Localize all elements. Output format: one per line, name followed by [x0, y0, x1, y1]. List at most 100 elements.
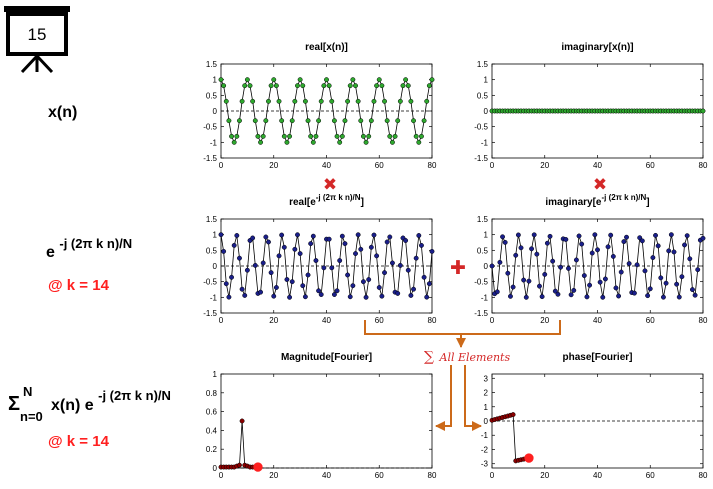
- data-point: [411, 286, 416, 292]
- data-point: [255, 133, 261, 139]
- row3-expression: x(n) e -j (2π k n)/N: [51, 388, 171, 414]
- data-point: [597, 279, 603, 285]
- chart-title-base: imaginary[e: [545, 197, 602, 208]
- data-point: [244, 77, 250, 83]
- data-point: [287, 133, 293, 139]
- data-point: [674, 281, 680, 287]
- data-point: [526, 278, 532, 284]
- data-point: [358, 118, 364, 124]
- data-point: [279, 232, 285, 238]
- data-point: [384, 118, 390, 124]
- current-k-point: [524, 453, 534, 463]
- y-tick-label: 1: [484, 231, 489, 240]
- y-tick-label: 1: [484, 76, 489, 85]
- data-point: [339, 233, 345, 239]
- chart-title-exp: -j (2π k n)/N: [316, 193, 361, 202]
- data-point: [318, 98, 324, 104]
- y-tick-label: 0: [484, 262, 489, 271]
- data-point: [550, 258, 556, 264]
- data-point: [292, 98, 298, 104]
- data-point: [231, 242, 237, 248]
- data-point: [668, 232, 674, 238]
- data-point: [360, 133, 366, 139]
- data-point: [658, 275, 664, 281]
- data-point: [424, 294, 430, 300]
- y-tick-label: -0.5: [203, 123, 217, 132]
- data-point: [239, 286, 245, 292]
- data-point: [624, 234, 629, 240]
- data-point: [547, 233, 553, 239]
- y-tick-label: -0.5: [203, 278, 217, 287]
- data-point: [258, 289, 264, 295]
- data-point: [605, 244, 611, 250]
- data-point: [252, 118, 258, 124]
- x-tick-label: 40: [593, 471, 602, 480]
- data-point: [337, 258, 343, 264]
- data-point: [494, 289, 500, 295]
- data-point: [660, 294, 666, 300]
- data-point: [239, 98, 245, 104]
- data-point: [408, 98, 414, 104]
- data-point: [573, 257, 579, 263]
- arrow-to-magnitude: [435, 365, 452, 431]
- row3-sigma: Σ: [8, 393, 20, 415]
- data-point: [226, 294, 232, 300]
- y-tick-label: 1.5: [477, 60, 489, 69]
- data-point: [289, 118, 295, 124]
- row1-label: x(n): [48, 104, 77, 121]
- data-point: [405, 267, 411, 273]
- data-point: [424, 98, 430, 104]
- data-point: [244, 267, 250, 273]
- y-tick-label: -1: [210, 138, 218, 147]
- x-tick-label: 40: [322, 316, 331, 325]
- data-point: [284, 139, 290, 145]
- data-point: [353, 251, 358, 257]
- chart-title-close: ]: [361, 197, 364, 208]
- data-point: [300, 283, 306, 289]
- y-tick-label: 1: [213, 370, 218, 379]
- slide-number: 15: [28, 25, 47, 44]
- y-tick-label: -2: [481, 445, 489, 454]
- data-point: [416, 233, 422, 238]
- data-point: [411, 118, 416, 124]
- x-tick-label: 20: [269, 161, 278, 170]
- data-point: [621, 239, 627, 245]
- data-point: [300, 83, 306, 89]
- data-point: [284, 277, 290, 282]
- data-point: [637, 235, 643, 241]
- data-point: [419, 242, 424, 248]
- data-point: [289, 279, 295, 285]
- chart-title: imaginary[x(n)]: [561, 42, 633, 53]
- chart-title-exp: -j (2π k n)/N: [602, 193, 647, 202]
- data-point: [345, 98, 351, 104]
- data-point: [616, 293, 622, 299]
- data-point: [403, 238, 409, 243]
- data-point: [247, 83, 253, 89]
- data-point: [342, 118, 348, 124]
- data-point: [263, 234, 269, 240]
- data-point: [308, 241, 314, 247]
- x-tick-label: 80: [428, 316, 437, 325]
- sum-all-elements-label: ∑ All Elements: [424, 349, 510, 365]
- data-point: [229, 133, 235, 139]
- y-tick-label: 0.4: [206, 426, 218, 435]
- y-tick-label: 1.5: [477, 215, 489, 224]
- data-point: [318, 292, 324, 297]
- data-point: [234, 133, 240, 139]
- data-point: [392, 133, 398, 139]
- data-point: [347, 294, 353, 300]
- data-point: [310, 139, 316, 145]
- data-point: [521, 277, 527, 283]
- data-point: [326, 236, 332, 242]
- data-point: [690, 287, 695, 293]
- row3-sigma-bottom: n=0: [20, 409, 43, 424]
- x-tick-label: 80: [699, 316, 708, 325]
- data-point: [389, 260, 395, 266]
- data-point: [510, 412, 516, 418]
- y-tick-label: -1.5: [474, 309, 488, 318]
- x-tick-label: 60: [646, 471, 655, 480]
- data-point: [429, 248, 435, 254]
- data-point: [221, 83, 227, 89]
- x-tick-label: 40: [593, 161, 602, 170]
- data-point: [613, 285, 619, 291]
